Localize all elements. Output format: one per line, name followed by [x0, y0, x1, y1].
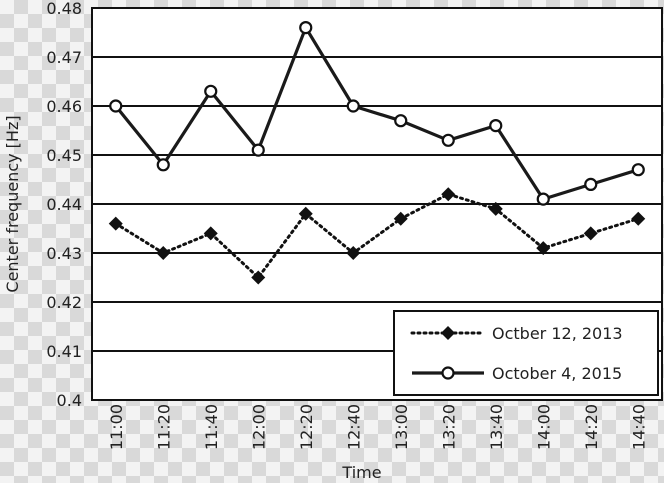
y-tick-label: 0.44 [46, 195, 82, 214]
x-tick-label: 14:00 [534, 404, 553, 450]
circle-marker [346, 99, 360, 113]
y-tick-label: 0.41 [46, 342, 82, 361]
circle-marker [251, 143, 265, 157]
circle-marker [489, 118, 503, 133]
x-tick-label: 12:20 [297, 404, 316, 450]
diamond-marker [441, 187, 456, 202]
x-tick-label: 12:00 [249, 404, 268, 450]
legend-label: October 4, 2015 [492, 364, 622, 383]
y-tick-label: 0.48 [46, 0, 82, 18]
x-tick-label: 14:40 [629, 404, 648, 450]
y-tick-label: 0.45 [46, 146, 82, 165]
legend-box [393, 310, 659, 396]
series-1 [108, 187, 646, 285]
circle-marker [299, 21, 313, 35]
x-tick-label: 12:40 [344, 404, 363, 450]
diamond-marker [393, 211, 408, 226]
series-line [114, 26, 639, 201]
x-tick-label: 11:20 [154, 404, 173, 450]
circle-marker [631, 163, 645, 177]
x-tick-label: 11:00 [107, 404, 126, 450]
series-line [114, 192, 640, 280]
circle-marker [156, 158, 170, 172]
legend: Octber 12, 2013 October 4, 2015 [393, 310, 659, 396]
diamond-marker [298, 206, 313, 221]
diamond-marker [156, 246, 171, 260]
diamond-marker [346, 246, 361, 260]
series-2 [109, 21, 645, 206]
circle-marker [441, 133, 455, 147]
circle-marker [584, 177, 598, 191]
circle-marker [441, 366, 455, 380]
x-axis-title: Time [341, 463, 381, 482]
x-tick-label: 11:40 [202, 404, 221, 450]
y-tick-label: 0.47 [46, 48, 82, 67]
diamond-marker [583, 226, 598, 241]
circle-marker [109, 99, 123, 113]
circle-marker [394, 114, 408, 128]
x-tick-label: 13:20 [439, 404, 458, 450]
diamond-marker [108, 216, 123, 231]
series-group [108, 21, 646, 285]
x-tick-label: 14:20 [582, 404, 601, 450]
diamond-marker [488, 201, 503, 216]
diamond-marker [441, 326, 455, 340]
circle-marker [536, 192, 550, 206]
diamond-marker [536, 241, 551, 256]
legend-label: Octber 12, 2013 [492, 324, 623, 343]
diamond-marker [203, 226, 218, 241]
y-tick-label: 0.42 [46, 293, 82, 312]
circle-marker [204, 84, 218, 98]
y-tick-labels: 0.4 0.41 0.42 0.43 0.44 0.45 0.46 0.47 0.48 [46, 0, 82, 410]
x-tick-labels: 11:00 11:20 11:40 12:00 12:20 12:40 13:00 13:20… [107, 404, 649, 450]
y-tick-label: 0.46 [46, 97, 82, 116]
y-tick-label: 0.43 [46, 244, 82, 263]
y-axis-title: Center frequency [Hz] [3, 115, 22, 292]
x-tick-label: 13:00 [392, 404, 411, 450]
grid-lines [92, 7, 662, 401]
diamond-marker [631, 211, 646, 226]
x-tick-label: 13:40 [487, 404, 506, 450]
y-tick-label: 0.4 [57, 391, 82, 410]
diamond-marker [251, 270, 266, 285]
